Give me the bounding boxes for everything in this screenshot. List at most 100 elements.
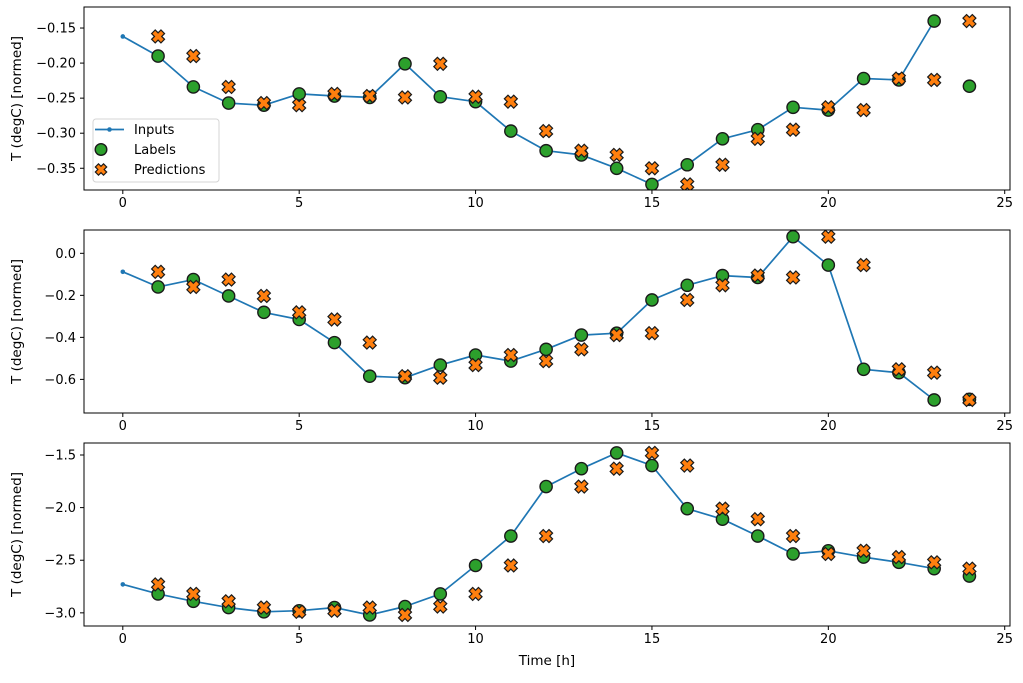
label-marker: [504, 124, 518, 138]
y-tick-label: 0.0: [55, 247, 76, 262]
prediction-marker: [468, 586, 483, 602]
prediction-marker: [962, 561, 977, 576]
series-inputs: [120, 234, 937, 403]
prediction-marker: [962, 392, 977, 408]
prediction-marker: [291, 305, 307, 320]
label-marker: [927, 14, 941, 28]
label-marker: [574, 461, 589, 476]
inputs-line: [122, 235, 935, 401]
x-tick-label: 10: [467, 196, 484, 211]
prediction-marker: [926, 365, 942, 380]
series-inputs: [120, 18, 937, 187]
prediction-marker: [785, 528, 801, 544]
label-marker: [292, 87, 306, 101]
prediction-marker: [574, 479, 589, 494]
label-marker: [962, 79, 977, 94]
prediction-marker: [186, 279, 201, 295]
prediction-marker: [150, 264, 166, 280]
label-marker: [645, 458, 659, 473]
prediction-marker: [397, 368, 413, 384]
label-marker: [151, 280, 165, 294]
prediction-marker: [750, 268, 766, 283]
axes-spines: [83, 442, 1011, 627]
label-marker: [574, 328, 589, 342]
prediction-marker: [821, 546, 836, 562]
prediction-marker: [221, 593, 236, 609]
prediction-marker: [856, 257, 871, 273]
y-tick-label: −0.6: [44, 373, 76, 388]
prediction-marker: [432, 599, 448, 614]
label-marker: [257, 305, 271, 320]
prediction-marker: [750, 131, 766, 147]
prediction-marker: [750, 511, 766, 527]
legend-predictions-marker: [94, 162, 108, 177]
prediction-marker: [256, 288, 272, 304]
prediction-marker: [538, 123, 554, 139]
prediction-marker: [821, 99, 836, 115]
prediction-marker: [715, 277, 730, 293]
x-tick-label: 5: [295, 196, 303, 211]
prediction-marker: [785, 122, 801, 138]
legend-frame: [92, 118, 220, 183]
prediction-marker: [362, 600, 378, 615]
label-marker: [539, 479, 553, 494]
prediction-marker: [150, 577, 166, 592]
label-marker: [362, 369, 377, 384]
prediction-marker: [644, 160, 660, 176]
x-axis-label: Time [h]: [518, 653, 575, 669]
plot-area: [120, 230, 977, 408]
label-marker: [433, 587, 448, 601]
prediction-marker: [256, 600, 272, 615]
y-tick-label: −0.4: [44, 331, 76, 346]
subplot-3: 0 5 10 15 20 25 −1.5 −2.0 −2.5 −3.0 T (degC) [norm…: [9, 442, 1013, 669]
prediction-marker: [891, 71, 907, 86]
input-point-marker: [120, 582, 126, 587]
prediction-marker: [785, 270, 801, 285]
label-marker: [609, 161, 624, 176]
prediction-marker: [715, 501, 730, 516]
legend-inputs-dot: [107, 127, 112, 132]
axes-spines: [83, 6, 1011, 191]
series-predictions: [150, 445, 977, 623]
x-tick-label: 10: [467, 632, 484, 647]
input-point-marker: [120, 269, 126, 275]
label-marker: [221, 96, 236, 110]
label-marker: [645, 177, 659, 190]
prediction-marker: [609, 147, 624, 163]
label-marker: [715, 132, 730, 146]
label-marker: [327, 335, 342, 350]
prediction-marker: [856, 543, 871, 559]
y-axis-label: T (degC) [normed]: [9, 259, 25, 385]
legend-entry-label: Labels: [134, 143, 176, 158]
label-marker: [786, 230, 800, 244]
label-marker: [433, 358, 448, 372]
y-tick-label: −0.25: [36, 92, 76, 107]
legend: Inputs Labels Predictions: [92, 118, 220, 183]
prediction-marker: [432, 56, 448, 72]
prediction-marker: [432, 370, 448, 386]
series-inputs: [120, 450, 937, 618]
prediction-marker: [221, 79, 236, 95]
x-tick-label: 15: [644, 632, 661, 647]
prediction-marker: [538, 353, 554, 369]
prediction-marker: [397, 607, 413, 623]
prediction-marker: [291, 97, 307, 113]
x-tick-label: 5: [295, 632, 303, 647]
prediction-marker: [327, 603, 342, 619]
prediction-marker: [397, 90, 413, 105]
prediction-marker: [962, 13, 977, 29]
legend-labels-marker: [94, 142, 108, 156]
subplot-1: 0 5 10 15 20 25 −0.15 −0.20 −0.25 −0.30 −0.35 T (de…: [9, 6, 1013, 211]
label-marker: [750, 529, 765, 543]
prediction-marker: [926, 72, 942, 88]
label-marker: [715, 512, 730, 526]
x-tick-label: 0: [119, 196, 127, 211]
y-axis-label: T (degC) [normed]: [9, 36, 25, 162]
x-tick-label: 20: [820, 632, 837, 647]
y-tick-label: −0.15: [36, 22, 76, 37]
y-tick-label: −2.0: [44, 501, 76, 516]
prediction-marker: [327, 312, 342, 327]
plot-area: [120, 13, 977, 190]
plot-area: [120, 445, 977, 623]
